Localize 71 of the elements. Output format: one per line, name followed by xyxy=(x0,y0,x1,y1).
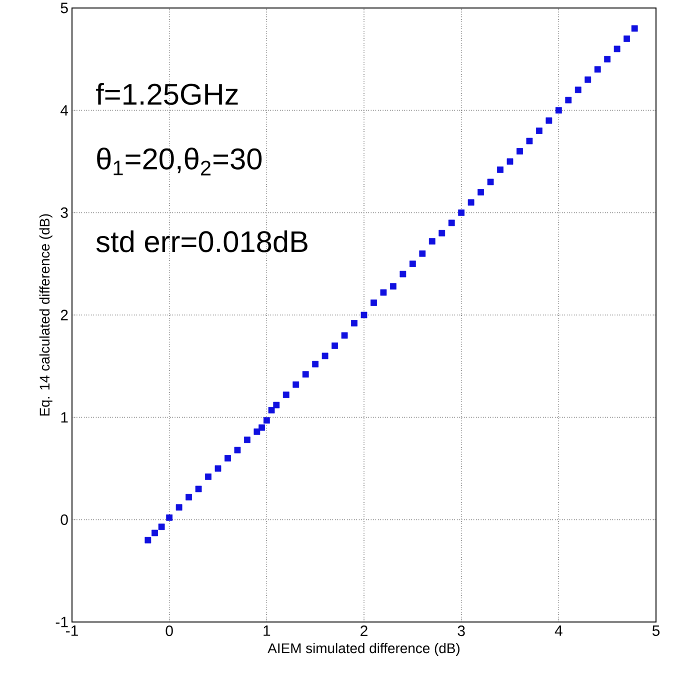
point xyxy=(468,199,474,206)
point xyxy=(312,360,319,368)
point xyxy=(302,371,309,378)
point xyxy=(526,138,533,144)
y-tick-label: 1 xyxy=(61,412,68,422)
y-axis-title: Eq. 14 calculated difference (dB) xyxy=(39,214,52,416)
point xyxy=(390,283,396,290)
point xyxy=(332,342,338,349)
point xyxy=(322,352,328,360)
x-tick-label: 2 xyxy=(360,626,368,636)
x-axis-title: AIEM simulated difference (dB) xyxy=(268,642,460,656)
point xyxy=(341,332,348,339)
point xyxy=(409,260,416,268)
point xyxy=(158,524,165,530)
point xyxy=(282,392,290,398)
point xyxy=(546,117,552,124)
annotation: f=1.25GHz xyxy=(96,83,238,105)
y-tick-label: 4 xyxy=(60,105,68,116)
point xyxy=(214,465,222,472)
point xyxy=(631,25,638,32)
point xyxy=(448,220,455,226)
point xyxy=(273,402,280,408)
point xyxy=(419,250,426,257)
x-tick-label: 3 xyxy=(458,626,465,636)
y-tick-label: 2 xyxy=(60,310,68,320)
annotation: std err=0.018dB xyxy=(96,230,308,252)
point xyxy=(614,46,620,52)
point xyxy=(584,76,592,83)
x-tick-label: 0 xyxy=(166,626,173,636)
point xyxy=(428,238,436,245)
point xyxy=(360,312,368,318)
point xyxy=(555,107,562,114)
point xyxy=(234,446,241,454)
point xyxy=(370,300,377,306)
point xyxy=(487,178,494,186)
point xyxy=(292,381,300,388)
point xyxy=(565,96,572,104)
point xyxy=(594,66,601,73)
y-tick-label: 0 xyxy=(60,514,68,525)
y-tick-label: 3 xyxy=(60,207,68,218)
point xyxy=(186,494,192,500)
point xyxy=(205,473,212,480)
point xyxy=(263,417,270,424)
point xyxy=(624,36,630,42)
point xyxy=(478,189,484,196)
x-tick-label: 5 xyxy=(652,626,660,636)
point xyxy=(351,320,358,326)
x-tick-label: 4 xyxy=(554,626,562,636)
point xyxy=(438,230,446,236)
x-tick-label: 1 xyxy=(264,626,270,636)
point xyxy=(380,289,387,296)
point xyxy=(604,56,611,62)
point xyxy=(536,128,542,134)
y-tick-label: 5 xyxy=(60,2,68,14)
point xyxy=(400,270,406,278)
annotation: θ$_{1}$=20,θ$_{2}$=30 xyxy=(97,148,262,176)
point xyxy=(258,424,265,431)
point xyxy=(516,148,523,154)
point xyxy=(176,504,182,511)
point xyxy=(574,86,582,94)
point xyxy=(497,166,504,173)
point xyxy=(152,530,158,536)
point xyxy=(458,209,465,216)
point xyxy=(244,436,250,444)
point xyxy=(144,536,152,544)
point xyxy=(506,158,514,165)
point xyxy=(224,455,231,462)
point xyxy=(268,406,275,414)
point xyxy=(195,486,202,492)
y-tick-label: -1 xyxy=(56,616,68,628)
point xyxy=(166,514,173,521)
